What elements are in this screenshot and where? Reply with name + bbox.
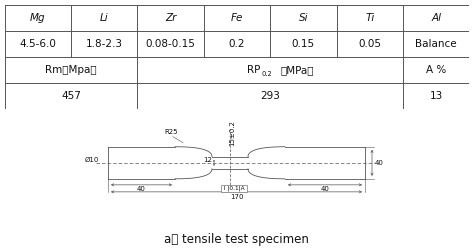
Text: 0.2: 0.2: [262, 71, 272, 77]
Text: Zr: Zr: [165, 13, 176, 23]
Text: Al: Al: [431, 13, 441, 23]
Text: RP: RP: [247, 65, 260, 75]
Text: 40: 40: [375, 160, 384, 166]
Text: 293: 293: [260, 91, 280, 101]
Text: R25: R25: [164, 129, 178, 135]
Text: 170: 170: [230, 194, 243, 200]
Text: l |0.1|A: l |0.1|A: [222, 186, 246, 191]
Text: 0.15: 0.15: [292, 39, 315, 49]
Text: 0.05: 0.05: [358, 39, 381, 49]
Text: 4.5-6.0: 4.5-6.0: [19, 39, 56, 49]
Text: Fe: Fe: [231, 13, 243, 23]
Text: （MPa）: （MPa）: [280, 65, 314, 75]
Text: 40: 40: [320, 186, 329, 192]
Text: 12: 12: [203, 157, 212, 163]
Text: 15±0.2: 15±0.2: [229, 120, 235, 146]
Text: Mg: Mg: [30, 13, 46, 23]
Text: Ø10: Ø10: [85, 157, 99, 163]
Text: 0.2: 0.2: [229, 39, 245, 49]
Text: 0.08-0.15: 0.08-0.15: [146, 39, 196, 49]
Text: A %: A %: [426, 65, 446, 75]
Text: 40: 40: [137, 186, 146, 192]
Text: 457: 457: [61, 91, 81, 101]
Text: Rm（Mpa）: Rm（Mpa）: [46, 65, 97, 75]
Text: Balance: Balance: [415, 39, 457, 49]
Text: Si: Si: [299, 13, 308, 23]
Text: 1.8-2.3: 1.8-2.3: [86, 39, 123, 49]
Text: Ti: Ti: [365, 13, 374, 23]
Text: Li: Li: [100, 13, 109, 23]
Text: a） tensile test specimen: a） tensile test specimen: [164, 233, 309, 247]
Text: 13: 13: [429, 91, 443, 101]
